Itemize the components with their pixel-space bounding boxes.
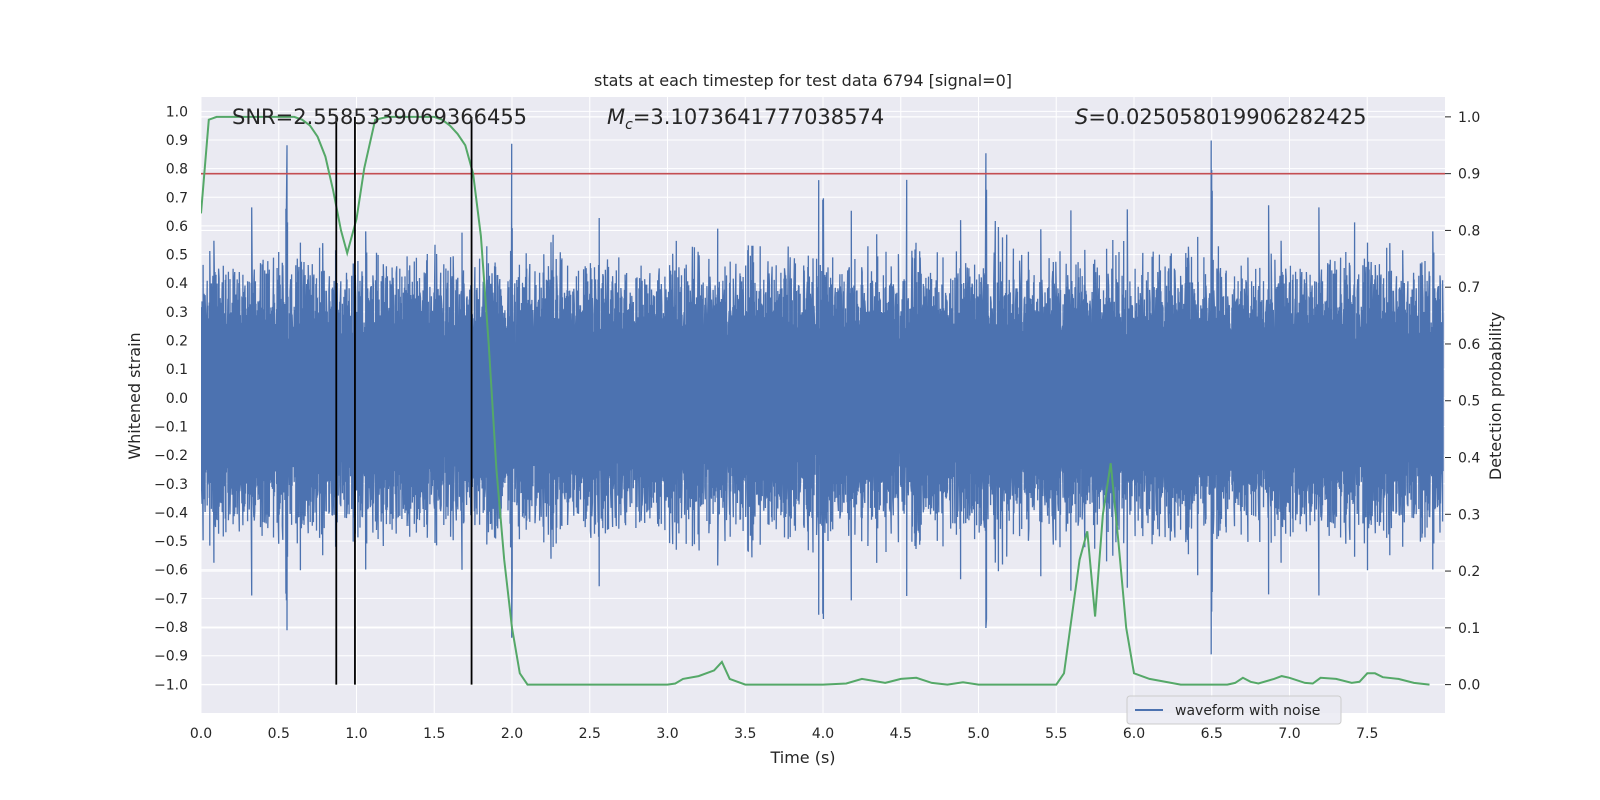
y-tick-label: 0.7 (166, 190, 188, 206)
s-annotation: S=0.025058019906282425 (1075, 105, 1366, 129)
y-tick-label: −0.2 (154, 448, 188, 464)
y-tick-label: −0.6 (154, 563, 188, 579)
y-tick-label: −0.4 (154, 505, 188, 521)
probability-series (201, 115, 1430, 686)
s-symbol: S (1075, 105, 1088, 129)
y-tick-label: 0.2 (166, 334, 188, 350)
x-tick-label: 0.5 (268, 726, 290, 742)
chirp-mass-annotation: Mc=3.1073641777038574 (607, 105, 884, 133)
y-right-tick-label: 0.9 (1458, 167, 1480, 183)
mc-subscript: c (625, 117, 633, 133)
waveform-series (201, 140, 1444, 655)
y-tick-label: −0.8 (154, 620, 188, 636)
s-value: =0.025058019906282425 (1088, 105, 1366, 129)
x-tick-label: 4.0 (812, 726, 834, 742)
x-tick-label: 5.0 (967, 726, 989, 742)
y-right-tick-label: 0.0 (1458, 678, 1480, 694)
y-tick-label: 0.5 (166, 248, 188, 264)
y-tick-label: 1.0 (166, 104, 188, 120)
y-right-tick-label: 1.0 (1458, 110, 1480, 126)
y-right-tick-label: 0.5 (1458, 394, 1480, 410)
mc-value: =3.1073641777038574 (633, 105, 884, 129)
y-right-axis-ticks: 1.0 0.9 0.8 0.7 0.6 0.5 0.4 0.3 0.2 0.1 0.0 (1445, 110, 1480, 694)
y-tick-label: −0.5 (154, 534, 188, 550)
x-tick-label: 7.0 (1278, 726, 1300, 742)
x-tick-label: 4.5 (890, 726, 912, 742)
y-tick-label: 0.1 (166, 362, 188, 378)
y-tick-label: −0.1 (154, 419, 188, 435)
x-tick-label: 3.0 (656, 726, 678, 742)
chart-title: stats at each timestep for test data 679… (594, 71, 1012, 90)
y-tick-label: 0.0 (166, 391, 188, 407)
y-tick-label: −1.0 (154, 677, 188, 693)
y-tick-label: 0.6 (166, 219, 188, 235)
x-tick-label: 1.0 (345, 726, 367, 742)
y-tick-label: 0.3 (166, 305, 188, 321)
y-right-tick-label: 0.1 (1458, 621, 1480, 637)
x-tick-label: 6.5 (1201, 726, 1223, 742)
x-axis-ticks: 0.0 0.5 1.0 1.5 2.0 2.5 3.0 3.5 4.0 4.5 5.0 5.5 6.0 6… (190, 726, 1379, 742)
y-axis-label: Whitened strain (125, 332, 144, 459)
x-tick-label: 2.0 (501, 726, 523, 742)
x-tick-label: 0.0 (190, 726, 212, 742)
x-tick-label: 5.5 (1045, 726, 1067, 742)
x-tick-label: 7.5 (1356, 726, 1378, 742)
y-tick-label: −0.9 (154, 649, 188, 665)
y-right-tick-label: 0.4 (1458, 451, 1480, 467)
y-right-tick-label: 0.7 (1458, 280, 1480, 296)
y-right-axis-label: Detection probability (1486, 312, 1505, 480)
y-tick-label: −0.3 (154, 477, 188, 493)
y-tick-label: 0.4 (166, 276, 188, 292)
mc-symbol: M (607, 105, 625, 129)
y-axis-ticks: 1.0 0.9 0.8 0.7 0.6 0.5 0.4 0.3 0.2 0.1 0.0 −0.1 −0.… (154, 104, 188, 693)
y-tick-label: 0.8 (166, 162, 188, 178)
x-tick-label: 6.0 (1123, 726, 1145, 742)
y-right-tick-label: 0.2 (1458, 564, 1480, 580)
x-tick-label: 3.5 (734, 726, 756, 742)
x-tick-label: 2.5 (579, 726, 601, 742)
y-right-tick-label: 0.6 (1458, 337, 1480, 353)
y-right-tick-label: 0.8 (1458, 223, 1480, 239)
x-axis-label: Time (s) (769, 748, 835, 767)
snr-annotation: SNR=2.5585339069366455 (232, 105, 527, 129)
y-tick-label: −0.7 (154, 591, 188, 607)
x-tick-label: 1.5 (423, 726, 445, 742)
y-right-tick-label: 0.3 (1458, 507, 1480, 523)
legend: waveform with noise (1126, 695, 1342, 725)
legend-box (1126, 695, 1342, 725)
marker-lines (335, 116, 473, 685)
y-tick-label: 0.9 (166, 133, 188, 149)
legend-label: waveform with noise (1175, 703, 1320, 719)
